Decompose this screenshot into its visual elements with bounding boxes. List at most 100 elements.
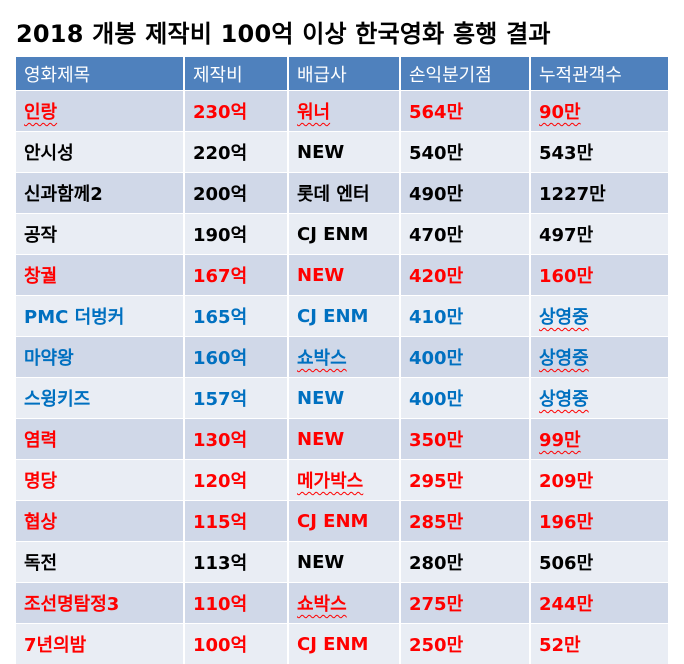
cell-audience-text: 196만 <box>539 512 594 533</box>
cell-budget-text: 130억 <box>193 430 248 451</box>
cell-distributor-text: CJ ENM <box>297 633 369 655</box>
cell-budget-text: 190억 <box>193 225 248 246</box>
cell-breakeven-text: 250만 <box>409 635 464 656</box>
cell-distributor: 쇼박스 <box>288 336 401 378</box>
cell-distributor-text: NEW <box>297 264 345 286</box>
cell-audience-text: 1227만 <box>539 184 606 205</box>
cell-budget-text: 115억 <box>193 512 248 533</box>
cell-title: 인랑 <box>16 90 185 132</box>
cell-title-text: 안시성 <box>24 143 74 164</box>
cell-audience-text: 244만 <box>539 594 594 615</box>
cell-distributor-text: 메가박스 <box>297 471 364 492</box>
cell-distributor: CJ ENM <box>288 295 401 337</box>
table-row: 명당 120억 메가박스 295만 209만 <box>16 459 668 501</box>
cell-title-text: 협상 <box>24 512 58 533</box>
cell-budget: 115억 <box>184 500 289 542</box>
cell-title: 조선명탐정3 <box>16 582 185 624</box>
cell-title-text: 염력 <box>24 430 58 451</box>
cell-budget: 113억 <box>184 541 289 583</box>
cell-title-text: 7년의밤 <box>24 635 87 656</box>
cell-distributor-text: NEW <box>297 551 345 573</box>
cell-title: 스윙키즈 <box>16 377 185 419</box>
cell-breakeven-text: 275만 <box>409 594 464 615</box>
cell-distributor: NEW <box>288 541 401 583</box>
cell-audience: 99만 <box>530 418 668 460</box>
cell-audience-text: 506만 <box>539 553 594 574</box>
cell-budget-text: 113억 <box>193 553 248 574</box>
cell-breakeven: 410만 <box>400 295 531 337</box>
cell-budget-text: 165억 <box>193 307 248 328</box>
cell-distributor-text: 쇼박스 <box>297 594 347 615</box>
cell-audience: 244만 <box>530 582 668 624</box>
table-row: 독전 113억 NEW 280만 506만 <box>16 541 668 583</box>
cell-distributor: NEW <box>288 377 401 419</box>
cell-budget: 100억 <box>184 623 289 664</box>
cell-distributor-text: CJ ENM <box>297 305 369 327</box>
cell-distributor: 메가박스 <box>288 459 401 501</box>
cell-budget: 220억 <box>184 131 289 173</box>
cell-budget-text: 157억 <box>193 389 248 410</box>
cell-breakeven: 280만 <box>400 541 531 583</box>
header-title: 영화제목 <box>16 57 185 91</box>
cell-distributor: NEW <box>288 418 401 460</box>
cell-audience: 497만 <box>530 213 668 255</box>
cell-distributor: CJ ENM <box>288 213 401 255</box>
cell-breakeven: 400만 <box>400 377 531 419</box>
cell-audience-text: 90만 <box>539 102 581 123</box>
cell-distributor-text: 워너 <box>297 102 331 123</box>
table-row: 신과함께2 200억 롯데 엔터 490만 1227만 <box>16 172 668 214</box>
cell-breakeven-text: 540만 <box>409 143 464 164</box>
cell-audience: 543만 <box>530 131 668 173</box>
page-title: 2018 개봉 제작비 100억 이상 한국영화 흥행 결과 <box>16 20 551 48</box>
cell-audience: 52만 <box>530 623 668 664</box>
cell-breakeven: 420만 <box>400 254 531 296</box>
cell-distributor-text: CJ ENM <box>297 223 369 245</box>
cell-budget-text: 110억 <box>193 594 248 615</box>
cell-budget: 230억 <box>184 90 289 132</box>
cell-breakeven-text: 400만 <box>409 389 464 410</box>
table-row: 7년의밤 100억 CJ ENM 250만 52만 <box>16 623 668 664</box>
cell-budget: 200억 <box>184 172 289 214</box>
cell-budget-text: 220억 <box>193 143 248 164</box>
cell-breakeven: 490만 <box>400 172 531 214</box>
cell-audience: 506만 <box>530 541 668 583</box>
cell-title: 명당 <box>16 459 185 501</box>
cell-audience-text: 543만 <box>539 143 594 164</box>
cell-distributor: CJ ENM <box>288 500 401 542</box>
box-office-table: 영화제목 제작비 배급사 손익분기점 누적관객수 인랑 230억 워너 564만 90만… <box>16 57 668 664</box>
table-row: 마약왕 160억 쇼박스 400만 상영중 <box>16 336 668 378</box>
cell-audience-text: 상영중 <box>539 307 589 328</box>
cell-breakeven-text: 564만 <box>409 102 464 123</box>
cell-audience-text: 52만 <box>539 635 581 656</box>
cell-breakeven: 470만 <box>400 213 531 255</box>
cell-breakeven-text: 350만 <box>409 430 464 451</box>
cell-title-text: 독전 <box>24 553 58 574</box>
cell-budget-text: 230억 <box>193 102 248 123</box>
cell-audience-text: 상영중 <box>539 389 589 410</box>
cell-title: 협상 <box>16 500 185 542</box>
cell-breakeven: 275만 <box>400 582 531 624</box>
cell-title-text: 스윙키즈 <box>24 389 91 410</box>
cell-breakeven: 400만 <box>400 336 531 378</box>
cell-breakeven-text: 410만 <box>409 307 464 328</box>
cell-title-text: PMC 더벙커 <box>24 307 125 328</box>
cell-title: 7년의밤 <box>16 623 185 664</box>
cell-title-text: 신과함께2 <box>24 184 103 205</box>
cell-distributor-text: 롯데 엔터 <box>297 184 370 205</box>
header-distributor: 배급사 <box>288 57 401 91</box>
cell-breakeven: 295만 <box>400 459 531 501</box>
cell-breakeven-text: 280만 <box>409 553 464 574</box>
cell-audience: 1227만 <box>530 172 668 214</box>
cell-title: 신과함께2 <box>16 172 185 214</box>
cell-distributor: 워너 <box>288 90 401 132</box>
cell-audience: 160만 <box>530 254 668 296</box>
header-breakeven: 손익분기점 <box>400 57 531 91</box>
table-row: 인랑 230억 워너 564만 90만 <box>16 90 668 132</box>
cell-budget: 165억 <box>184 295 289 337</box>
cell-title-text: 공작 <box>24 225 58 246</box>
cell-distributor: 쇼박스 <box>288 582 401 624</box>
table-row: PMC 더벙커 165억 CJ ENM 410만 상영중 <box>16 295 668 337</box>
cell-audience-text: 99만 <box>539 430 581 451</box>
cell-audience-text: 497만 <box>539 225 594 246</box>
table-row: 공작 190억 CJ ENM 470만 497만 <box>16 213 668 255</box>
